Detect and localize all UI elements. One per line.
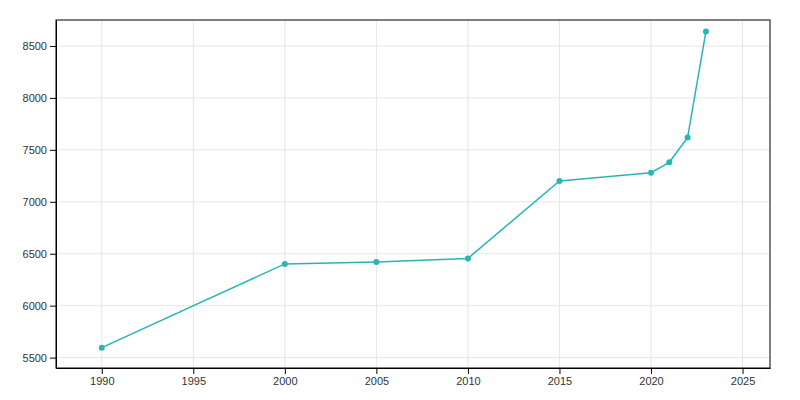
tick-label: 1990 [90, 375, 114, 387]
tick: 2010 [456, 368, 480, 387]
tick-mark [50, 150, 56, 151]
data-point [703, 28, 709, 34]
tick-mark [285, 368, 286, 374]
tick-label: 7000 [23, 196, 47, 208]
tick-mark [376, 368, 377, 374]
tick-mark [50, 254, 56, 255]
grid-line [651, 20, 652, 368]
tick-mark [50, 202, 56, 203]
tick-mark [743, 368, 744, 374]
tick-label: 2025 [731, 375, 755, 387]
tick-mark [559, 368, 560, 374]
tick: 2020 [639, 368, 663, 387]
grid-line [56, 201, 770, 202]
data-point [685, 134, 691, 140]
tick: 8500 [23, 40, 56, 52]
tick-label: 7500 [23, 144, 47, 156]
data-point [556, 178, 562, 184]
tick-label: 2010 [456, 375, 480, 387]
tick-label: 1995 [182, 375, 206, 387]
tick: 2025 [731, 368, 755, 387]
data-point [282, 261, 288, 267]
x-axis: 1990 1995 2000 2005 2010 2015 2020 2025 [57, 368, 771, 387]
grid-line [56, 253, 770, 254]
tick: 1990 [90, 368, 114, 387]
tick-mark [50, 306, 56, 307]
data-point [666, 159, 672, 165]
tick: 7500 [23, 144, 56, 156]
tick-label: 6000 [23, 300, 47, 312]
tick: 5500 [23, 352, 56, 364]
tick: 8000 [23, 92, 56, 104]
plot-area [99, 28, 709, 350]
tick-mark [50, 46, 56, 47]
data-point [373, 259, 379, 265]
tick-mark [50, 358, 56, 359]
grid-line [56, 45, 770, 46]
tick: 7000 [23, 196, 56, 208]
tick-mark [102, 368, 103, 374]
grid-line [376, 20, 377, 368]
tick-mark [50, 98, 56, 99]
grid-line [56, 149, 770, 150]
tick: 6500 [23, 248, 56, 260]
tick-label: 6500 [23, 248, 47, 260]
tick-label: 8000 [23, 92, 47, 104]
grid-line [467, 20, 468, 368]
grid-line [742, 20, 743, 368]
tick-mark [193, 368, 194, 374]
y-axis: 5500 6000 6500 7000 7500 8000 8500 [23, 21, 57, 369]
grid-line [56, 305, 770, 306]
tick-label: 2020 [639, 375, 663, 387]
grid-line [56, 357, 770, 358]
grid-line [559, 20, 560, 368]
tick-label: 5500 [23, 352, 47, 364]
grid-line [56, 97, 770, 98]
tick-label: 8500 [23, 40, 47, 52]
tick-mark [468, 368, 469, 374]
chart-svg: 1990 1995 2000 2005 2010 2015 2020 2025 5500 6000… [0, 0, 800, 400]
data-line [102, 31, 706, 347]
grid [56, 20, 770, 368]
tick-mark [651, 368, 652, 374]
grid-line [101, 20, 102, 368]
tick-label: 2005 [365, 375, 389, 387]
chart-container: 1990 1995 2000 2005 2010 2015 2020 2025 5500 6000… [0, 0, 800, 400]
data-point [648, 170, 654, 176]
grid-line [284, 20, 285, 368]
tick: 6000 [23, 300, 56, 312]
data-point [465, 255, 471, 261]
grid-line [193, 20, 194, 368]
tick: 2000 [273, 368, 297, 387]
plot-frame [56, 20, 770, 368]
tick: 2005 [365, 368, 389, 387]
tick-label: 2015 [548, 375, 572, 387]
tick: 2015 [548, 368, 572, 387]
data-point [99, 345, 105, 351]
tick: 1995 [182, 368, 206, 387]
tick-label: 2000 [273, 375, 297, 387]
